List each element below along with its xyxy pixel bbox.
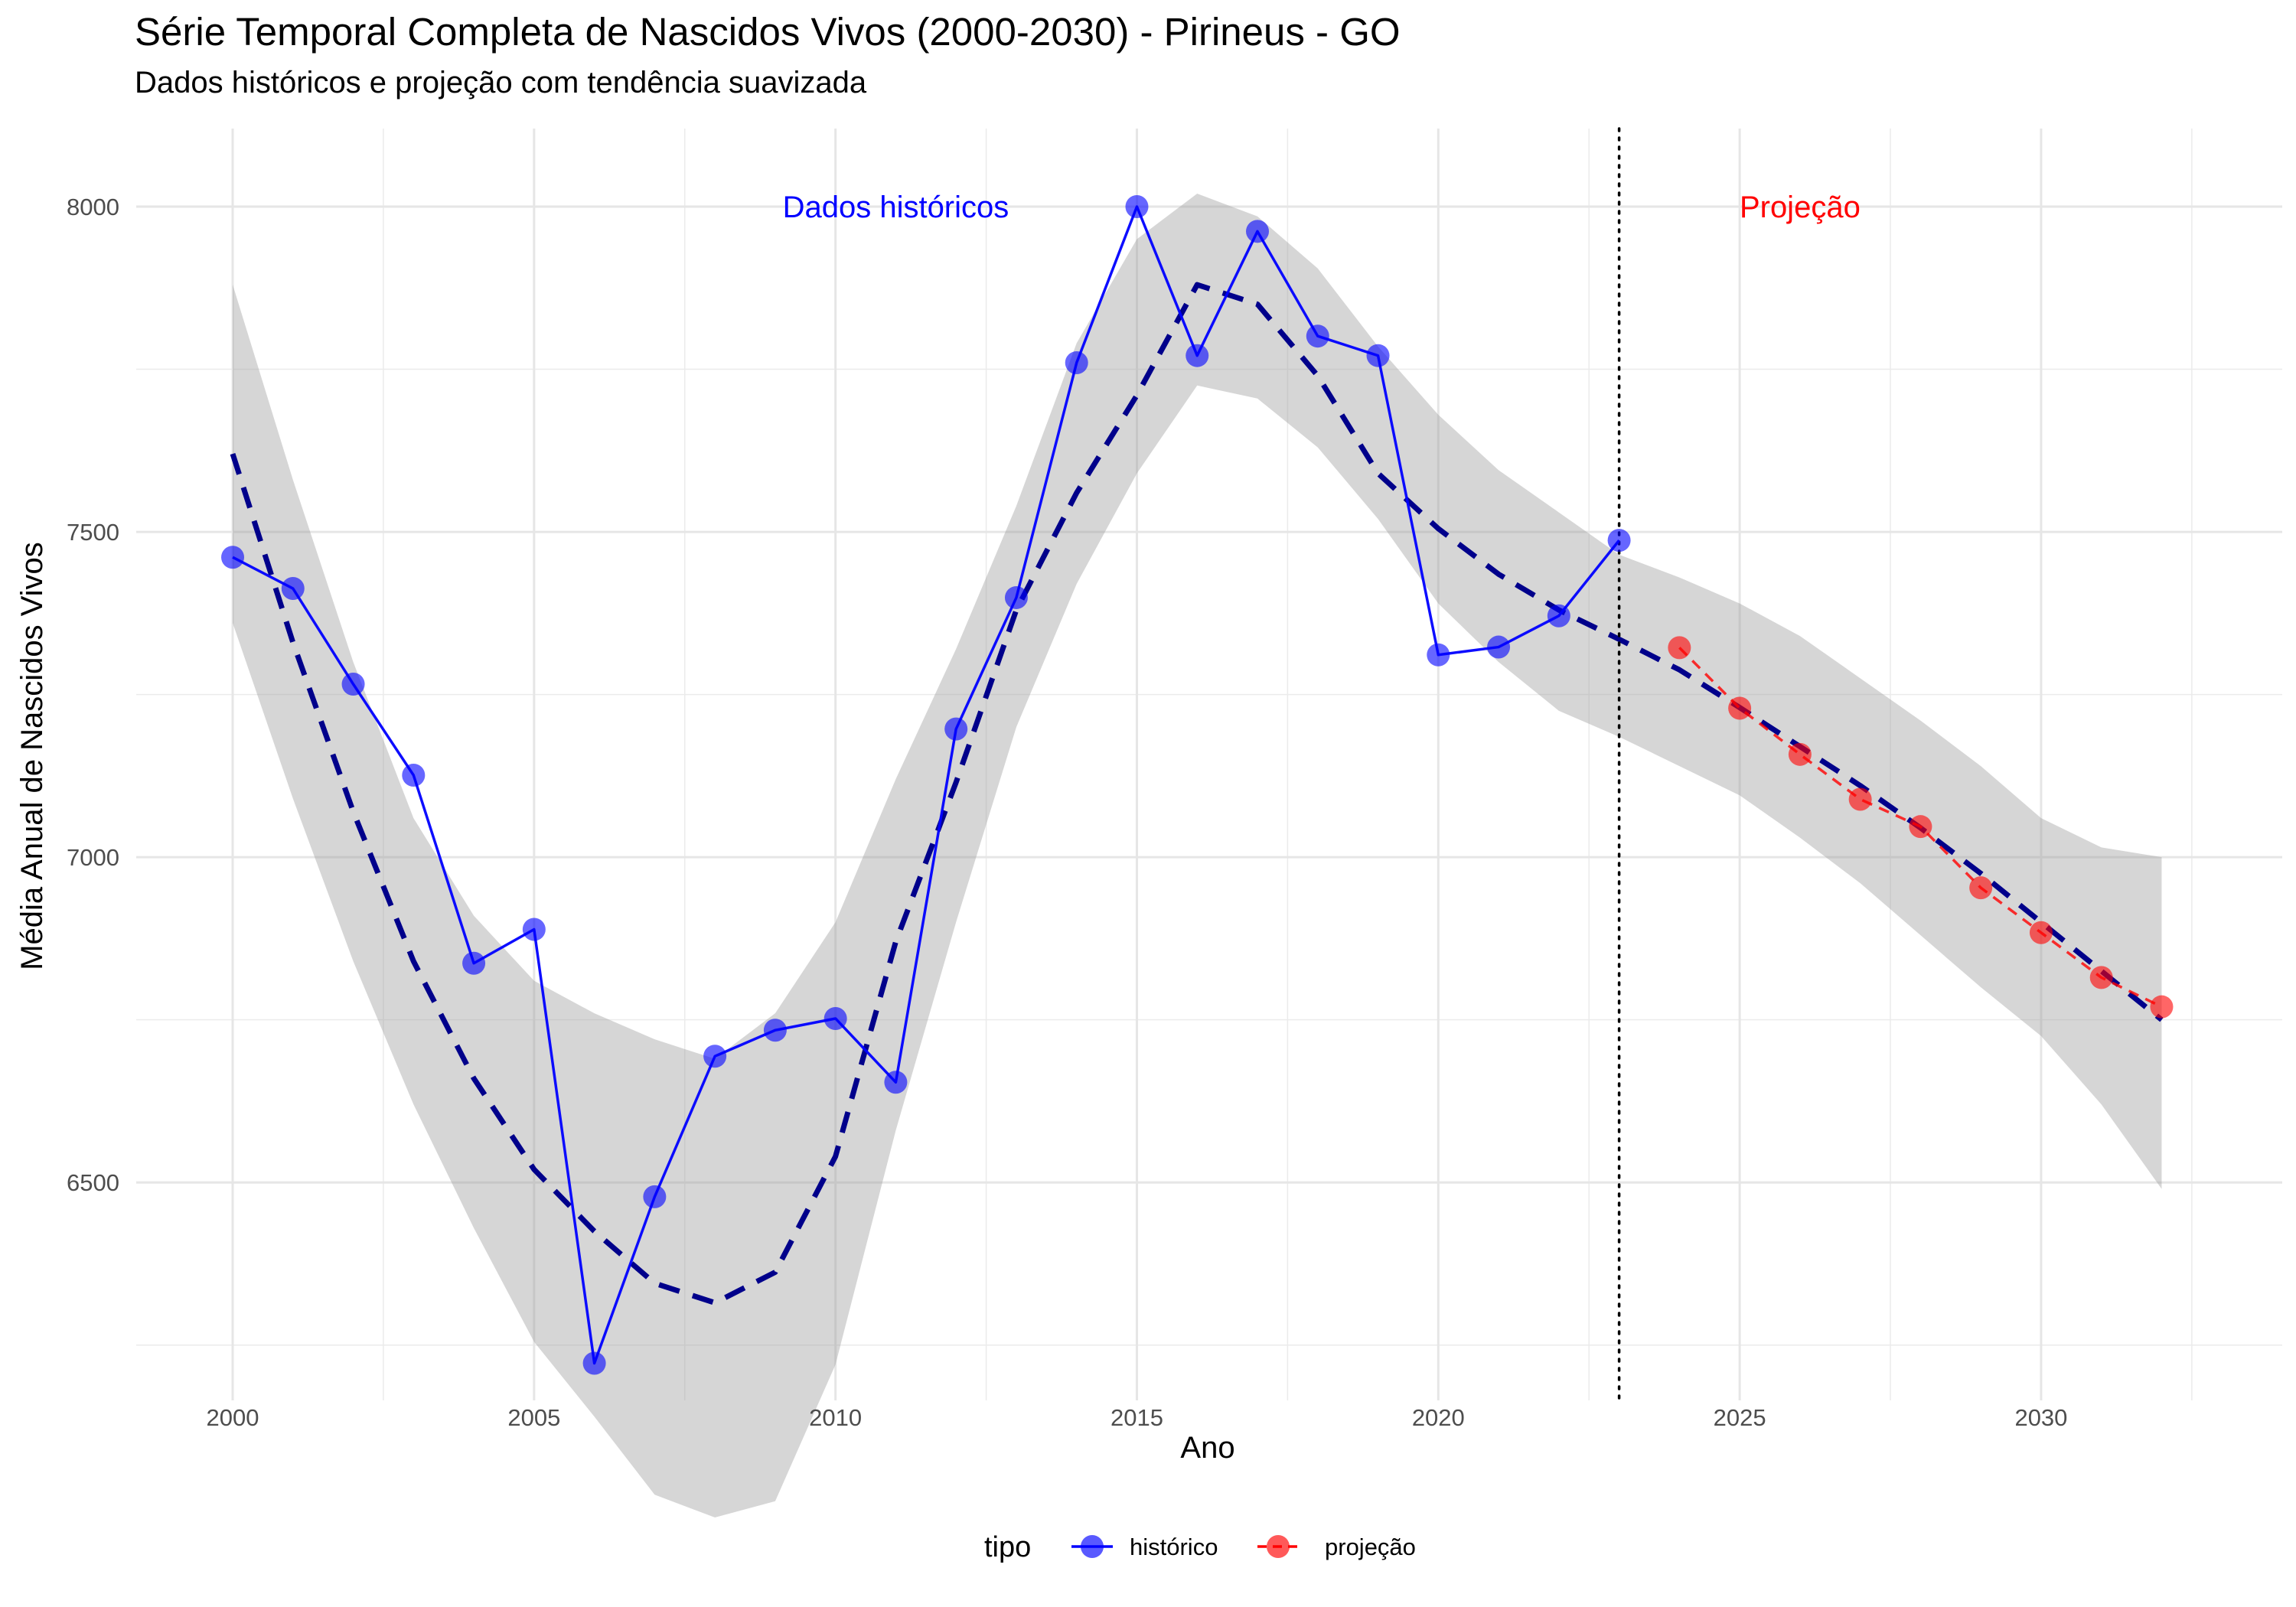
legend-item-historico: histórico [1071,1534,1218,1560]
annotation-projection: Projeção [1740,191,1861,224]
data-point-historico [1186,344,1209,367]
data-point-projecao [1969,876,1993,900]
x-tick-label: 2015 [1110,1404,1163,1431]
data-point-historico [1246,220,1270,243]
annotation-historical: Dados históricos [783,191,1009,224]
data-point-projecao [2089,966,2113,989]
data-point-projecao [2150,995,2174,1019]
data-point-projecao [1848,787,1872,811]
x-tick-label: 2010 [809,1404,862,1431]
confidence-band-layer [233,194,2162,1518]
data-point-historico [221,546,245,569]
data-point-historico [1366,344,1390,367]
data-point-historico [763,1019,787,1042]
data-point-projecao [1668,636,1691,660]
x-tick-label: 2025 [1714,1404,1766,1431]
data-point-historico [703,1045,727,1068]
grid [136,129,2282,1400]
data-point-historico [1065,351,1088,375]
y-tick-label: 7500 [67,519,119,546]
data-point-historico [643,1185,667,1208]
data-point-historico [1427,643,1450,667]
data-point-historico [944,717,968,741]
data-point-projecao [1909,815,1932,839]
legend-item-projecao: projeção [1257,1534,1416,1560]
axis-layer: 2000 2005 2010 2015 2020 2025 2030 6500 7000 7500… [67,194,2067,1431]
x-tick-label: 2020 [1412,1404,1465,1431]
legend-title: tipo [984,1531,1031,1563]
data-point-historico [1487,635,1511,659]
legend-key-point-historico [1081,1535,1104,1558]
x-axis-title: Ano [1180,1431,1234,1465]
data-point-projecao [1788,742,1812,766]
data-point-historico [582,1351,606,1375]
trend-line [230,282,2164,1305]
x-tick-label: 2005 [507,1404,560,1431]
data-point-projecao [2029,921,2053,944]
x-tick-label: 2030 [2014,1404,2067,1431]
x-tick-label: 2000 [207,1404,259,1431]
chart-title: Série Temporal Completa de Nascidos Vivo… [135,10,1401,54]
y-axis-title: Média Anual de Nascidos Vivos [15,542,49,970]
data-point-historico [1547,604,1570,627]
legend-label-historico: histórico [1130,1534,1218,1560]
chart-subtitle: Dados históricos e projeção com tendênci… [135,66,867,99]
data-point-historico [1004,585,1028,609]
data-point-historico [522,918,546,941]
data-point-historico [462,951,486,975]
data-point-historico [402,764,426,787]
data-point-historico [281,577,305,601]
series-layer [221,195,2174,1375]
data-point-projecao [1728,696,1752,720]
series-line-historico [232,205,1620,1365]
legend-label-projecao: projeção [1325,1534,1416,1560]
y-tick-label: 8000 [67,194,119,220]
y-tick-label: 6500 [67,1169,119,1196]
data-point-historico [1125,195,1149,219]
data-point-historico [1607,529,1631,553]
data-point-historico [1306,324,1329,348]
trend-layer [230,282,2164,1305]
legend: tipo histórico projeção [984,1531,1416,1563]
confidence-band [233,194,2162,1518]
data-point-historico [884,1071,908,1094]
data-point-historico [823,1006,847,1030]
y-tick-label: 7000 [67,844,119,871]
legend-key-point-projecao [1267,1535,1290,1558]
annotation-layer: Dados históricos Projeção [783,191,1861,224]
data-point-historico [341,673,365,696]
